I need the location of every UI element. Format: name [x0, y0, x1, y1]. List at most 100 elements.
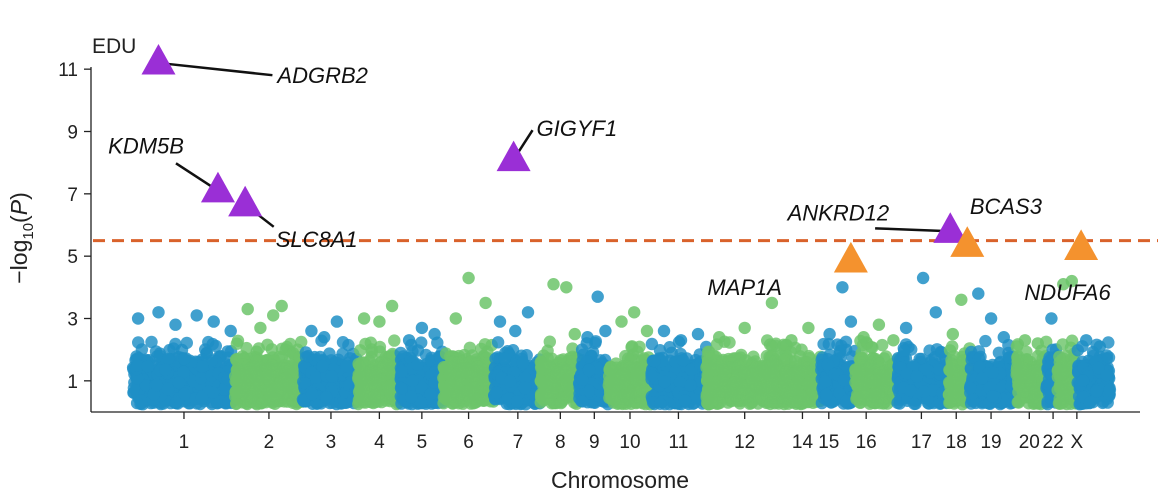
snp-point: [406, 345, 419, 358]
snp-point: [802, 377, 815, 390]
snp-point: [653, 344, 667, 357]
snp-point: [405, 390, 418, 404]
snp-point: [866, 341, 879, 354]
snp-point: [645, 369, 658, 382]
snp-point: [195, 371, 208, 385]
snp-point: [510, 395, 524, 408]
snp-point: [899, 321, 913, 335]
snp-point: [972, 287, 985, 300]
snp-point: [984, 312, 998, 325]
snp-point: [323, 347, 336, 360]
snp-point: [449, 312, 462, 325]
snp-point: [388, 334, 401, 347]
snp-point: [658, 375, 671, 389]
snp-point: [463, 341, 477, 354]
snp-point: [554, 354, 567, 367]
snp-point: [684, 363, 698, 376]
snp-point: [162, 352, 175, 366]
snp-point: [678, 394, 692, 407]
snp-point: [881, 372, 895, 386]
snp-point: [716, 373, 730, 386]
snp-point: [241, 302, 254, 316]
snp-point: [979, 334, 992, 348]
snp-point: [195, 391, 209, 404]
snp-point: [159, 363, 172, 376]
snp-point: [177, 365, 190, 379]
snp-point: [167, 342, 180, 355]
snp-point: [657, 324, 671, 338]
snp-point: [131, 312, 145, 325]
snp-point: [178, 352, 191, 366]
snp-point: [395, 365, 408, 378]
snp-point: [785, 334, 798, 347]
snp-point: [583, 384, 596, 398]
snp-point: [335, 397, 348, 410]
snp-point: [261, 372, 275, 386]
snp-point: [238, 377, 251, 390]
snp-point: [955, 293, 968, 306]
snp-point: [132, 336, 145, 349]
snp-point: [822, 337, 835, 351]
snp-point: [402, 334, 416, 347]
snp-point: [887, 334, 900, 347]
snp-point: [491, 336, 505, 349]
snp-point: [479, 296, 492, 310]
chromosome-1-points: [126, 306, 242, 411]
snp-point: [275, 299, 288, 313]
snp-point: [986, 390, 999, 403]
snp-point: [851, 378, 864, 392]
snp-point: [654, 397, 667, 410]
snp-point: [618, 389, 631, 403]
snp-point: [820, 388, 833, 401]
snp-point: [997, 331, 1010, 344]
snp-point: [325, 370, 338, 383]
snp-point: [498, 352, 511, 365]
snp-point: [145, 335, 158, 349]
snp-point: [535, 360, 548, 373]
snp-point: [139, 379, 153, 392]
snp-point: [297, 394, 311, 407]
snp-point: [518, 381, 531, 395]
snp-point: [340, 360, 353, 373]
chromosome-12-points: [700, 296, 790, 411]
snp-point: [169, 318, 182, 331]
snp-point: [254, 321, 267, 335]
snp-points: [126, 271, 1117, 411]
snp-point: [521, 306, 535, 319]
snp-point: [295, 335, 308, 349]
snp-point: [765, 296, 779, 310]
snp-point: [358, 396, 372, 409]
snp-point: [625, 340, 639, 353]
snp-point: [739, 382, 752, 396]
snp-point: [131, 371, 144, 385]
snp-point: [516, 356, 530, 369]
snp-point: [207, 315, 220, 328]
snp-point: [605, 361, 618, 374]
snp-point: [872, 318, 886, 331]
snp-point: [836, 281, 849, 294]
snp-point: [503, 374, 517, 388]
snp-point: [261, 338, 274, 351]
snp-point: [648, 354, 661, 368]
snp-point: [840, 395, 853, 408]
snp-point: [778, 373, 792, 386]
snp-point: [855, 352, 868, 365]
snp-point: [943, 363, 956, 377]
snp-point: [330, 315, 344, 328]
snp-point: [305, 324, 318, 338]
snp-point: [265, 391, 279, 405]
snp-point: [919, 363, 932, 376]
snp-point: [575, 343, 589, 356]
snp-point: [385, 299, 399, 313]
snp-point: [591, 290, 604, 303]
snp-point: [853, 396, 867, 409]
snp-point: [221, 345, 234, 358]
snp-point: [873, 391, 887, 404]
snp-point: [206, 337, 219, 351]
snp-point: [152, 306, 165, 319]
snp-point: [336, 336, 350, 349]
snp-point: [368, 379, 382, 392]
snp-point: [763, 338, 777, 351]
snp-point: [551, 366, 564, 379]
snp-point: [415, 321, 429, 335]
